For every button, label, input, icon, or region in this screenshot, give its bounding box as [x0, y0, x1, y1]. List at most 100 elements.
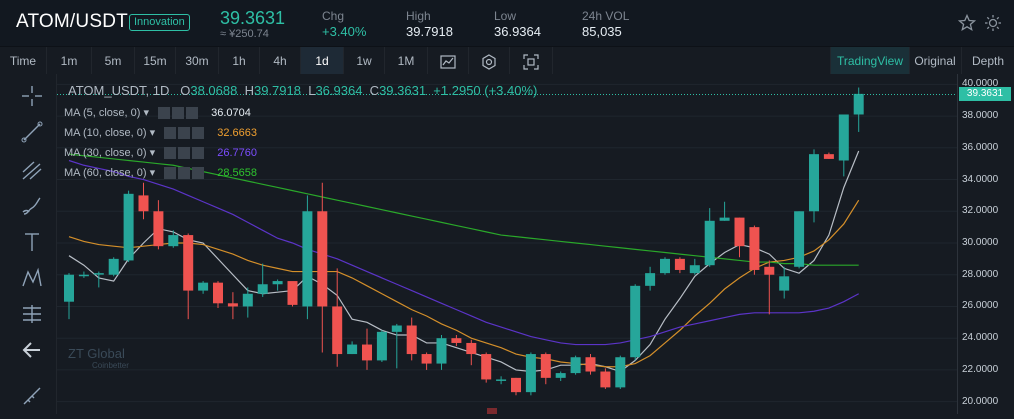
pair-title[interactable]: ATOM/USDT	[16, 11, 128, 32]
open-value: 38.0688	[190, 83, 238, 98]
candle-down	[183, 235, 194, 291]
chart-type-button[interactable]	[428, 47, 469, 75]
ma-label: MA (30, close, 0)	[64, 147, 147, 159]
ruler-icon[interactable]	[20, 384, 44, 408]
view-depth[interactable]: Depth	[971, 54, 1005, 68]
interval-1m[interactable]: 1m	[47, 47, 92, 75]
high-value: 39.7918	[253, 83, 301, 98]
candle-up	[257, 284, 268, 294]
star-icon[interactable]	[958, 14, 976, 32]
brand-watermark: ZT Global Coinbetter	[68, 346, 129, 370]
candle-up	[496, 379, 507, 381]
candle-down	[511, 377, 521, 393]
measure-icon[interactable]	[20, 302, 44, 326]
candle-up	[853, 93, 864, 115]
candle-up	[64, 274, 74, 302]
low-value: 36.9364	[315, 83, 363, 98]
trend-line-icon[interactable]	[20, 120, 44, 144]
candle-up	[704, 220, 715, 266]
fullscreen-button[interactable]	[510, 47, 553, 75]
time-label: Time	[0, 47, 47, 75]
stat-value: 85,035	[582, 24, 622, 39]
high-label: H	[244, 83, 254, 98]
ma-controls[interactable]	[164, 146, 206, 160]
eye-icon	[158, 107, 171, 120]
candle-down	[153, 211, 164, 247]
candle-up	[272, 281, 283, 285]
theme-sun-icon[interactable]	[984, 14, 1002, 32]
candle-up	[347, 344, 358, 355]
pattern-icon[interactable]	[20, 266, 44, 290]
brush-icon[interactable]	[20, 194, 44, 218]
candle-up	[555, 373, 566, 378]
watermark-sub: Coinbetter	[92, 361, 129, 370]
candle-down	[540, 354, 551, 378]
candle-up	[168, 235, 179, 247]
ma-label: MA (60, close, 0)	[64, 167, 147, 179]
candle-down	[823, 154, 834, 159]
drawing-toolbar	[0, 74, 57, 414]
price-tick-label: 22.0000	[962, 363, 999, 375]
ma5-line	[68, 150, 860, 373]
interval-5m[interactable]: 5m	[92, 47, 135, 75]
interval-30m[interactable]: 30m	[176, 47, 219, 75]
back-arrow-icon[interactable]	[20, 338, 44, 362]
chart-toolbar: Time 1m 5m 15m 30m 1h 4h 1d 1w 1M Tradin…	[0, 46, 1014, 75]
ma-row-10[interactable]: MA (10, close, 0) ▾ 32.6663	[64, 126, 258, 140]
candle-up	[302, 211, 313, 307]
candle-down	[287, 281, 298, 305]
candle-down	[213, 282, 223, 304]
candle-up	[391, 325, 402, 332]
view-original[interactable]: Original	[909, 47, 962, 75]
last-price-tag: 39.3631	[959, 87, 1011, 102]
ma-row-30[interactable]: MA (30, close, 0) ▾ 26.7760	[64, 146, 258, 160]
gear-icon	[482, 54, 496, 70]
close-value: 39.3631	[379, 83, 427, 98]
view-tradingview[interactable]: TradingView	[830, 47, 910, 75]
ma-controls[interactable]	[158, 106, 200, 120]
interval-15m[interactable]: 15m	[135, 47, 176, 75]
candle-up	[78, 274, 89, 277]
ma-row-5[interactable]: MA (5, close, 0) ▾ 36.0704	[64, 106, 251, 120]
price-chart[interactable]	[57, 74, 957, 414]
stat-label: Chg	[322, 9, 345, 23]
ma-value: 28.5658	[217, 167, 258, 179]
interval-1h[interactable]: 1h	[219, 47, 260, 75]
stat-low: Low 36.9364	[494, 9, 541, 41]
candle-up	[436, 338, 447, 364]
candlestick-chart-svg[interactable]	[57, 74, 957, 414]
gear-icon	[178, 167, 191, 180]
pitchfork-icon[interactable]	[20, 158, 44, 182]
price-tick-label: 30.0000	[962, 237, 999, 248]
interval-1w[interactable]: 1w	[344, 47, 385, 75]
interval-4h[interactable]: 4h	[260, 47, 301, 75]
price-tick-label: 36.0000	[962, 141, 999, 153]
candle-down	[734, 217, 745, 247]
candle-up	[123, 193, 134, 261]
low-label: L	[308, 83, 316, 98]
open-label: O	[180, 83, 191, 98]
interval-1M[interactable]: 1M	[385, 47, 428, 75]
interval-1d[interactable]: 1d	[301, 47, 344, 75]
ma-value: 32.6663	[217, 127, 258, 139]
price-tick-label: 24.0000	[962, 332, 999, 344]
ma-value: 26.7760	[217, 147, 258, 159]
ma-row-60[interactable]: MA (60, close, 0) ▾ 28.5658	[64, 166, 258, 180]
price-axis[interactable]: 40.0000 38.0000 36.0000 34.0000 32.0000 30.00…	[957, 74, 1014, 414]
watermark-brand: ZT Global	[68, 346, 125, 361]
candle-down	[749, 227, 760, 270]
ma-label: MA (10, close, 0)	[64, 127, 147, 139]
eye-icon	[164, 127, 177, 140]
candle-up	[779, 276, 790, 291]
stat-value: 36.9364	[494, 24, 541, 39]
text-tool-icon[interactable]	[20, 230, 44, 254]
legend-symbol: ATOM_USDT, 1D	[68, 83, 170, 98]
candle-up	[570, 357, 581, 374]
ma-controls[interactable]	[164, 166, 206, 180]
time-cursor-marker	[487, 408, 497, 414]
settings-button[interactable]	[469, 47, 510, 75]
innovation-tag: Innovation	[129, 14, 190, 31]
ma-value: 36.0704	[211, 107, 251, 119]
crosshair-icon[interactable]	[20, 84, 44, 108]
ma-controls[interactable]	[164, 126, 206, 140]
